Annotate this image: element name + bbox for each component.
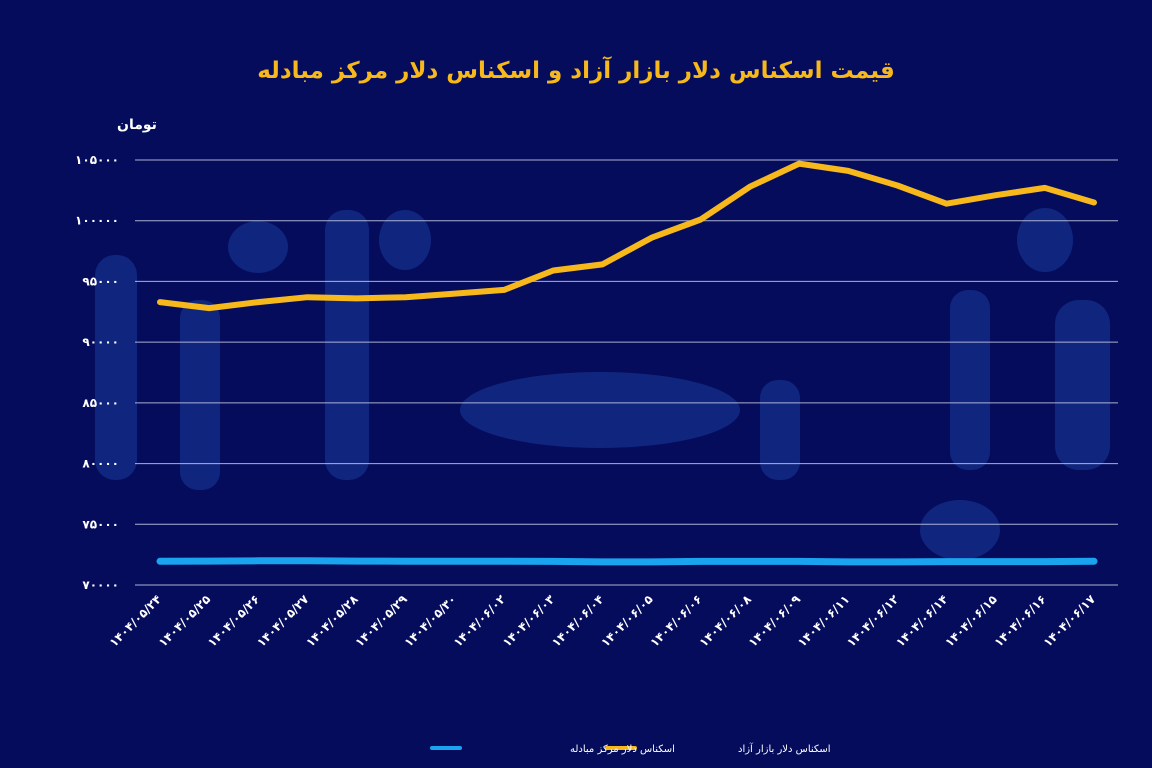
x-axis-ticks: ۱۴۰۴/۰۵/۲۴۱۴۰۴/۰۵/۲۵۱۴۰۴/۰۵/۲۶۱۴۰۴/۰۵/۲۷… xyxy=(107,592,1099,650)
legend-label-exchange-center: اسکناس دلار مرکز مبادله xyxy=(570,744,675,755)
x-tick-label: ۱۴۰۴/۰۶/۱۷ xyxy=(1041,592,1099,650)
x-tick-label: ۱۴۰۴/۰۵/۲۴ xyxy=(107,592,165,650)
x-tick-label: ۱۴۰۴/۰۶/۱۴ xyxy=(893,592,951,650)
y-tick-label: ۹۰۰۰۰ xyxy=(82,335,119,349)
x-tick-label: ۱۴۰۴/۰۶/۱۶ xyxy=(991,592,1049,650)
legend: اسکناس دلار بازار آزاد اسکناس دلار مرکز … xyxy=(430,742,831,755)
x-tick-label: ۱۴۰۴/۰۶/۰۶ xyxy=(647,592,705,650)
series-line-exchange-center xyxy=(156,557,1098,566)
chart-title: قیمت اسکناس دلار بازار آزاد و اسکناس دلا… xyxy=(257,55,895,84)
x-tick-label: ۱۴۰۴/۰۶/۱۱ xyxy=(795,592,853,650)
legend-label-free-market: اسکناس دلار بازار آزاد xyxy=(738,742,831,755)
x-tick-label: ۱۴۰۴/۰۶/۱۵ xyxy=(942,592,1000,650)
y-tick-label: ۹۵۰۰۰ xyxy=(82,274,119,288)
y-tick-label: ۸۵۰۰۰ xyxy=(82,396,119,410)
series-lines xyxy=(156,160,1098,566)
x-tick-label: ۱۴۰۴/۰۶/۰۵ xyxy=(598,592,656,650)
watermark-logo xyxy=(95,208,1110,560)
y-tick-label: ۸۰۰۰۰ xyxy=(82,457,119,471)
x-tick-label: ۱۴۰۴/۰۵/۲۵ xyxy=(156,592,214,650)
x-tick-label: ۱۴۰۴/۰۵/۲۶ xyxy=(205,592,263,650)
gridlines xyxy=(135,159,1118,586)
y-axis-unit-label: تومان xyxy=(117,117,157,133)
y-tick-label: ۱۰۰۰۰۰ xyxy=(75,214,119,228)
y-axis-ticks: ۷۰۰۰۰ ۷۵۰۰۰ ۸۰۰۰۰ ۸۵۰۰۰ ۹۰۰۰۰ ۹۵۰۰۰ ۱۰۰۰۰۰ ۱۰۵۰… xyxy=(75,153,119,592)
y-tick-label: ۷۰۰۰۰ xyxy=(82,578,119,592)
y-tick-label: ۱۰۵۰۰۰ xyxy=(75,153,119,167)
x-tick-label: ۱۴۰۴/۰۵/۳۰ xyxy=(402,592,460,650)
y-tick-label: ۷۵۰۰۰ xyxy=(82,517,119,531)
x-tick-label: ۱۴۰۴/۰۶/۰۴ xyxy=(549,592,607,650)
series-line-free-market xyxy=(157,160,1097,312)
